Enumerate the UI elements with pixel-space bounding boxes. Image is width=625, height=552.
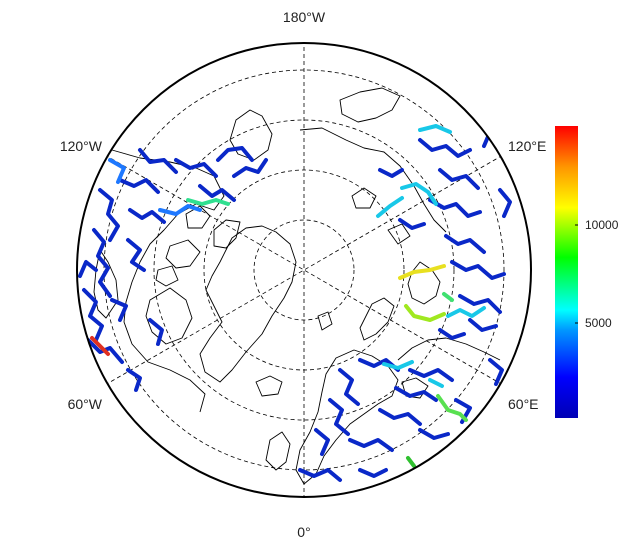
- river-lena: [442, 292, 454, 302]
- lon-label-120e: 120°E: [508, 138, 546, 154]
- british-isles-coastline: [265, 431, 291, 471]
- alaska-coastline: [229, 109, 273, 161]
- river-europe-green: [406, 456, 416, 468]
- taymyr-coastline: [407, 261, 441, 305]
- river-mackenzie: [186, 198, 230, 206]
- scandinavia-coastline: [295, 349, 399, 485]
- lon-label-0: 0°: [297, 524, 310, 540]
- river-ob: [404, 304, 446, 322]
- north-america-coastline: [111, 149, 225, 413]
- river-canada-red: [90, 336, 110, 356]
- siberian-islands-coastline: [351, 187, 411, 245]
- river-volga: [436, 394, 468, 422]
- lon-label-120w: 120°W: [60, 138, 103, 154]
- latitude-circle-80: [253, 219, 355, 321]
- iceland-coastline: [255, 375, 283, 397]
- rivers-europe: [298, 358, 504, 482]
- colorbar-label-5000: 5000: [585, 316, 612, 330]
- river-yenisei: [398, 264, 446, 280]
- rivers-north-america: [78, 146, 268, 392]
- rivers-siberia-cyan: [376, 124, 486, 318]
- lon-label-180w: 180°W: [283, 9, 326, 25]
- islands-coastline: [155, 205, 211, 287]
- lon-label-60e: 60°E: [508, 396, 539, 412]
- map-frame: [76, 42, 532, 498]
- latitude-circle-50: [103, 69, 505, 471]
- hudson-bay-coastline: [93, 249, 119, 319]
- russia-north-coastline: [397, 337, 501, 361]
- ellesmere-coastline: [213, 219, 241, 249]
- colorbar-gradient: [555, 126, 578, 418]
- kamchatka-coastline: [339, 87, 401, 123]
- svalbard-coastline: [317, 311, 333, 331]
- river-network: [78, 118, 512, 482]
- colorbar-label-10000: 10000: [585, 218, 619, 232]
- colorbar: 10000 5000: [555, 126, 619, 418]
- east-siberia-coastline: [299, 127, 447, 233]
- latitude-circle-60: [153, 119, 455, 421]
- rivers-siberia: [378, 118, 512, 340]
- coastlines: [93, 87, 501, 485]
- greenland-coastline: [199, 225, 297, 383]
- baffin-coastline: [145, 287, 193, 345]
- novaya-zemlya-coastline: [359, 297, 395, 341]
- graticule: [103, 43, 505, 497]
- lon-label-60w: 60°W: [68, 396, 103, 412]
